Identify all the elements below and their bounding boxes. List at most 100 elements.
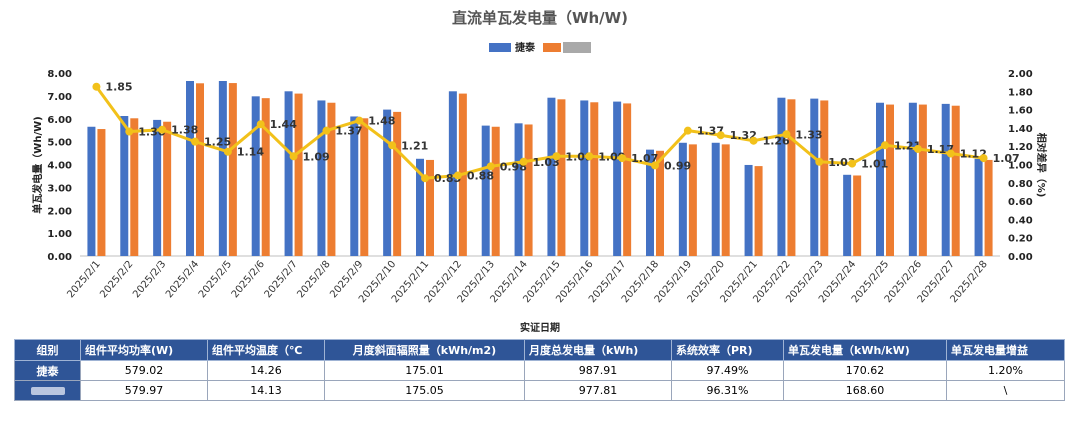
line-point [913, 144, 922, 153]
table-cell: 1.20% [946, 360, 1065, 381]
col-header: 单瓦发电量（kWh/kW) [783, 339, 947, 361]
data-label: 1.38 [171, 124, 198, 137]
line-point [815, 157, 824, 166]
table-cell: 175.01 [324, 360, 525, 381]
bar-other [590, 102, 599, 256]
data-label: 1.85 [105, 81, 132, 94]
bar-jietai [547, 97, 556, 256]
table-cell: 977.81 [524, 380, 672, 401]
bar-jietai [87, 126, 96, 256]
y-tick-label: 8.00 [47, 69, 72, 80]
bar-jietai [843, 174, 852, 256]
bar-jietai [876, 102, 884, 256]
relative-diff-line [95, 85, 984, 180]
table-row: 捷泰 579.02 14.26 175.01 987.91 97.49% 170… [14, 360, 1065, 381]
bar-jietai [646, 149, 654, 256]
y2-tick-label: 0.20 [1008, 234, 1033, 245]
line-point [92, 82, 101, 91]
bar-jietai [120, 116, 129, 256]
col-header: 组件平均功率(W) [80, 339, 208, 361]
y-tick-label: 7.00 [47, 92, 72, 103]
legend-swatch-other [543, 43, 561, 52]
bar-other [951, 105, 960, 257]
table-row: 579.97 14.13 175.05 977.81 96.31% 168.60… [14, 380, 1065, 401]
x-tick-label: 2025/2/7 [263, 259, 300, 300]
bar-jietai [908, 102, 917, 256]
data-label: 0.99 [664, 159, 691, 172]
y-axis-ticks: 0.00 1.00 2.00 3.00 4.00 5.00 6.00 7.00 8.00 [47, 69, 72, 263]
bar-other [918, 104, 927, 256]
line-point [651, 161, 659, 170]
bar-other [853, 175, 862, 256]
col-header: 系统效率（PR) [671, 339, 784, 361]
bar-jietai [416, 158, 424, 256]
bar-jietai [941, 103, 950, 256]
bar-other [294, 93, 303, 257]
bar-other [524, 124, 533, 256]
table-cell: 14.26 [207, 360, 325, 381]
x-axis-title: 实证日期 [520, 321, 560, 334]
data-label: 1.33 [795, 128, 822, 141]
bar-other [491, 126, 500, 256]
y2-tick-label: 0.00 [1008, 252, 1033, 263]
y-tick-label: 0.00 [47, 252, 72, 263]
row-group-redacted [14, 380, 81, 401]
y2-tick-label: 1.00 [1008, 161, 1033, 172]
line-point [191, 137, 199, 146]
bar-other [196, 83, 204, 256]
line-point [289, 152, 298, 161]
line-point [421, 174, 429, 183]
bar-other [327, 102, 336, 256]
y-tick-label: 5.00 [47, 138, 72, 149]
legend-label-redacted [563, 42, 591, 53]
data-label: 1.09 [303, 150, 330, 163]
line-series: 1.851.36 1.381.251.141.441.091.371.481.21… [92, 81, 1020, 185]
line-point [322, 126, 331, 135]
bar-jietai [153, 119, 162, 256]
col-header: 组件平均温度（℃ [207, 339, 325, 361]
data-label: 1.44 [270, 118, 297, 131]
data-label: 0.88 [467, 169, 494, 182]
bar-jietai [580, 100, 589, 256]
line-point [618, 154, 627, 163]
y2-axis-title: 相对差异（%) [1035, 133, 1048, 198]
line-point [519, 157, 528, 166]
data-label: 1.07 [993, 152, 1020, 165]
bar-jietai [613, 101, 622, 256]
bar-other [754, 166, 763, 256]
bar-other [688, 144, 697, 256]
line-point [552, 152, 561, 161]
table-cell: 987.91 [524, 360, 672, 381]
bar-jietai [186, 81, 194, 256]
line-point [158, 125, 167, 134]
bar-other [623, 103, 632, 256]
bar-jietai [383, 109, 392, 256]
line-point [256, 120, 265, 129]
line-point [223, 147, 232, 156]
col-header: 月度斜面辐照量（kWh/m2) [324, 339, 525, 361]
x-tick-label: 2025/2/2 [98, 259, 135, 300]
x-tick-label: 2025/2/8 [295, 259, 332, 300]
y-tick-label: 4.00 [47, 161, 72, 172]
y-tick-label: 1.00 [47, 229, 72, 240]
col-header: 单瓦发电量增益 [946, 339, 1065, 361]
line-point [782, 130, 791, 139]
bar-other [228, 83, 237, 256]
table-header-row: 组别 组件平均功率(W) 组件平均温度（℃ 月度斜面辐照量（kWh/m2) 月度… [14, 339, 1065, 361]
y2-tick-label: 2.00 [1008, 69, 1033, 80]
bar-jietai [481, 125, 490, 256]
y2-axis-ticks: 0.00 0.20 0.40 0.60 0.80 1.00 1.20 1.40 1.60 1.80… [1008, 69, 1033, 263]
x-tick-label: 2025/2/4 [164, 259, 201, 300]
bar-other [360, 118, 369, 256]
y-tick-label: 6.00 [47, 115, 72, 126]
line-point [881, 141, 889, 150]
data-label: 1.07 [631, 152, 658, 165]
data-label: 1.37 [335, 125, 362, 138]
y2-tick-label: 0.80 [1008, 179, 1033, 190]
y-tick-label: 2.00 [47, 206, 72, 217]
bar-other [163, 121, 172, 256]
table-cell: 170.62 [783, 360, 947, 381]
table-cell: 579.97 [80, 380, 208, 401]
bar-jietai [678, 142, 687, 256]
x-tick-label: 2025/2/1 [65, 259, 102, 300]
